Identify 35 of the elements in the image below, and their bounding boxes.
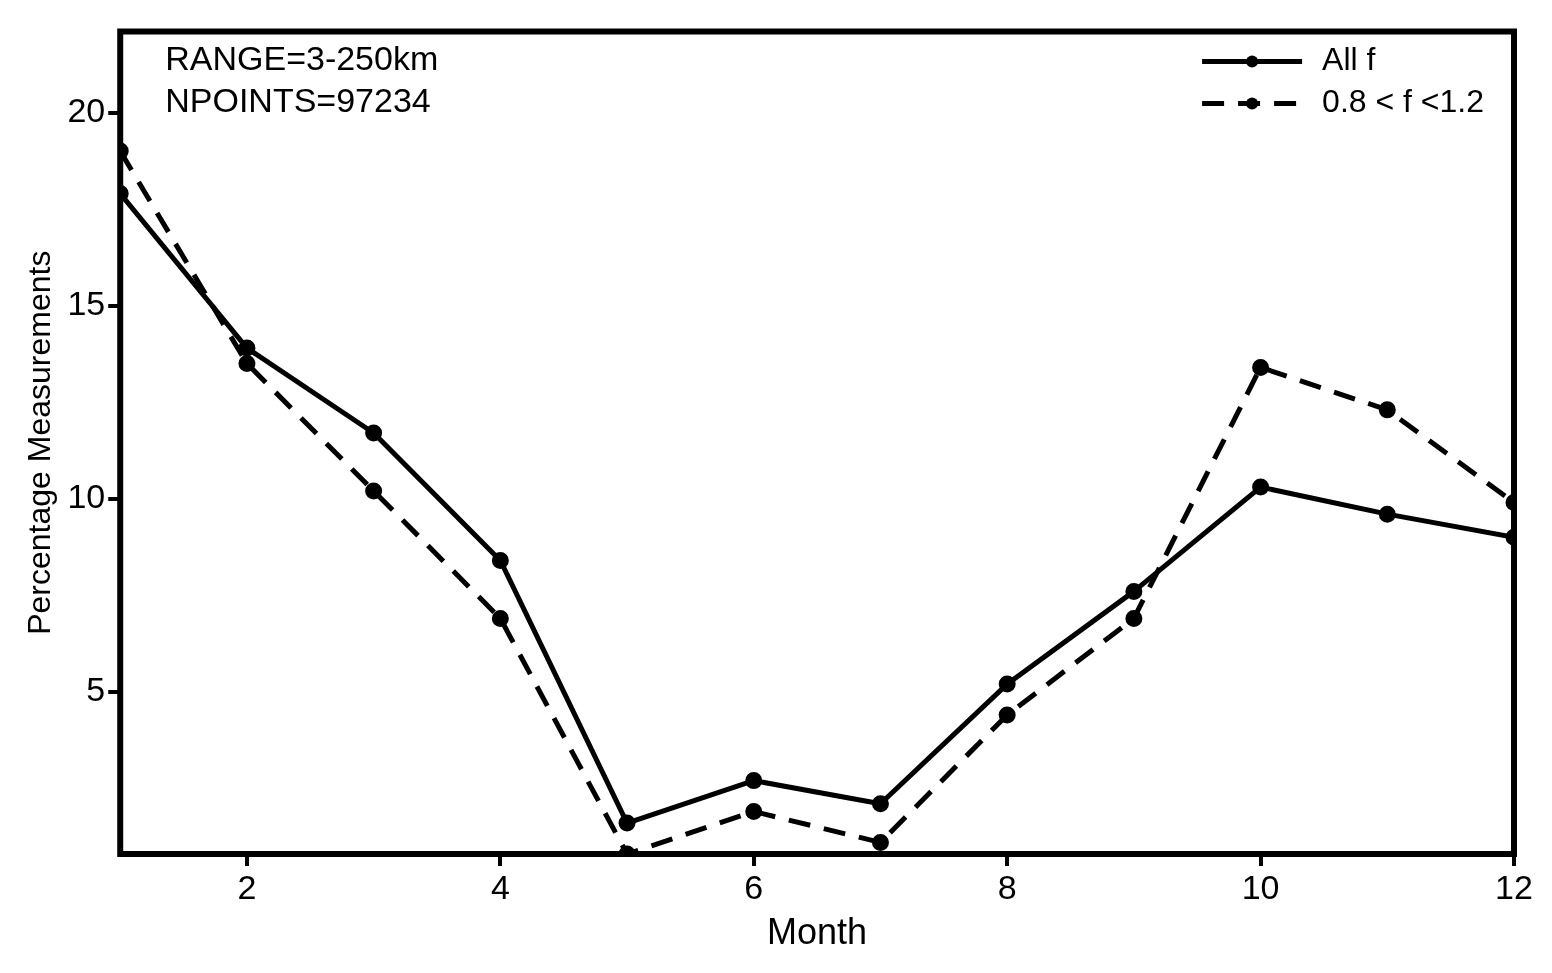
point [1252, 358, 1270, 376]
x-axis-title: Month [767, 911, 868, 953]
x-tick-label: 6 [744, 867, 764, 906]
point [1252, 478, 1270, 496]
y-axis-title: Percentage Measurements [21, 250, 58, 635]
point [1125, 609, 1143, 627]
x-tick-label: 8 [997, 867, 1017, 906]
annotation: NPOINTS=97234 [165, 80, 431, 119]
y-tick-label: 10 [67, 477, 106, 516]
point [365, 482, 383, 500]
point [365, 424, 383, 442]
x-tick-label: 10 [1241, 867, 1280, 906]
point [745, 803, 763, 821]
point [871, 833, 889, 851]
x-tick-label: 12 [1495, 867, 1533, 906]
x-tick-label: 4 [490, 867, 510, 906]
point [238, 355, 256, 373]
point [998, 675, 1016, 693]
annotation: RANGE=3-250km [165, 38, 439, 77]
legend-label: All f [1322, 41, 1376, 78]
point [491, 609, 509, 627]
point [998, 706, 1016, 724]
point [1378, 401, 1396, 419]
point [1378, 505, 1396, 523]
y-tick-label: 15 [67, 283, 106, 322]
y-tick-label: 20 [67, 90, 106, 129]
point [1125, 582, 1143, 600]
point [491, 551, 509, 569]
point [871, 795, 889, 813]
point [238, 339, 256, 357]
x-tick-label: 2 [237, 867, 257, 906]
y-tick-label: 5 [86, 670, 106, 709]
legend-label: 0.8 < f <1.2 [1322, 83, 1484, 120]
point [745, 772, 763, 790]
point [618, 814, 636, 832]
